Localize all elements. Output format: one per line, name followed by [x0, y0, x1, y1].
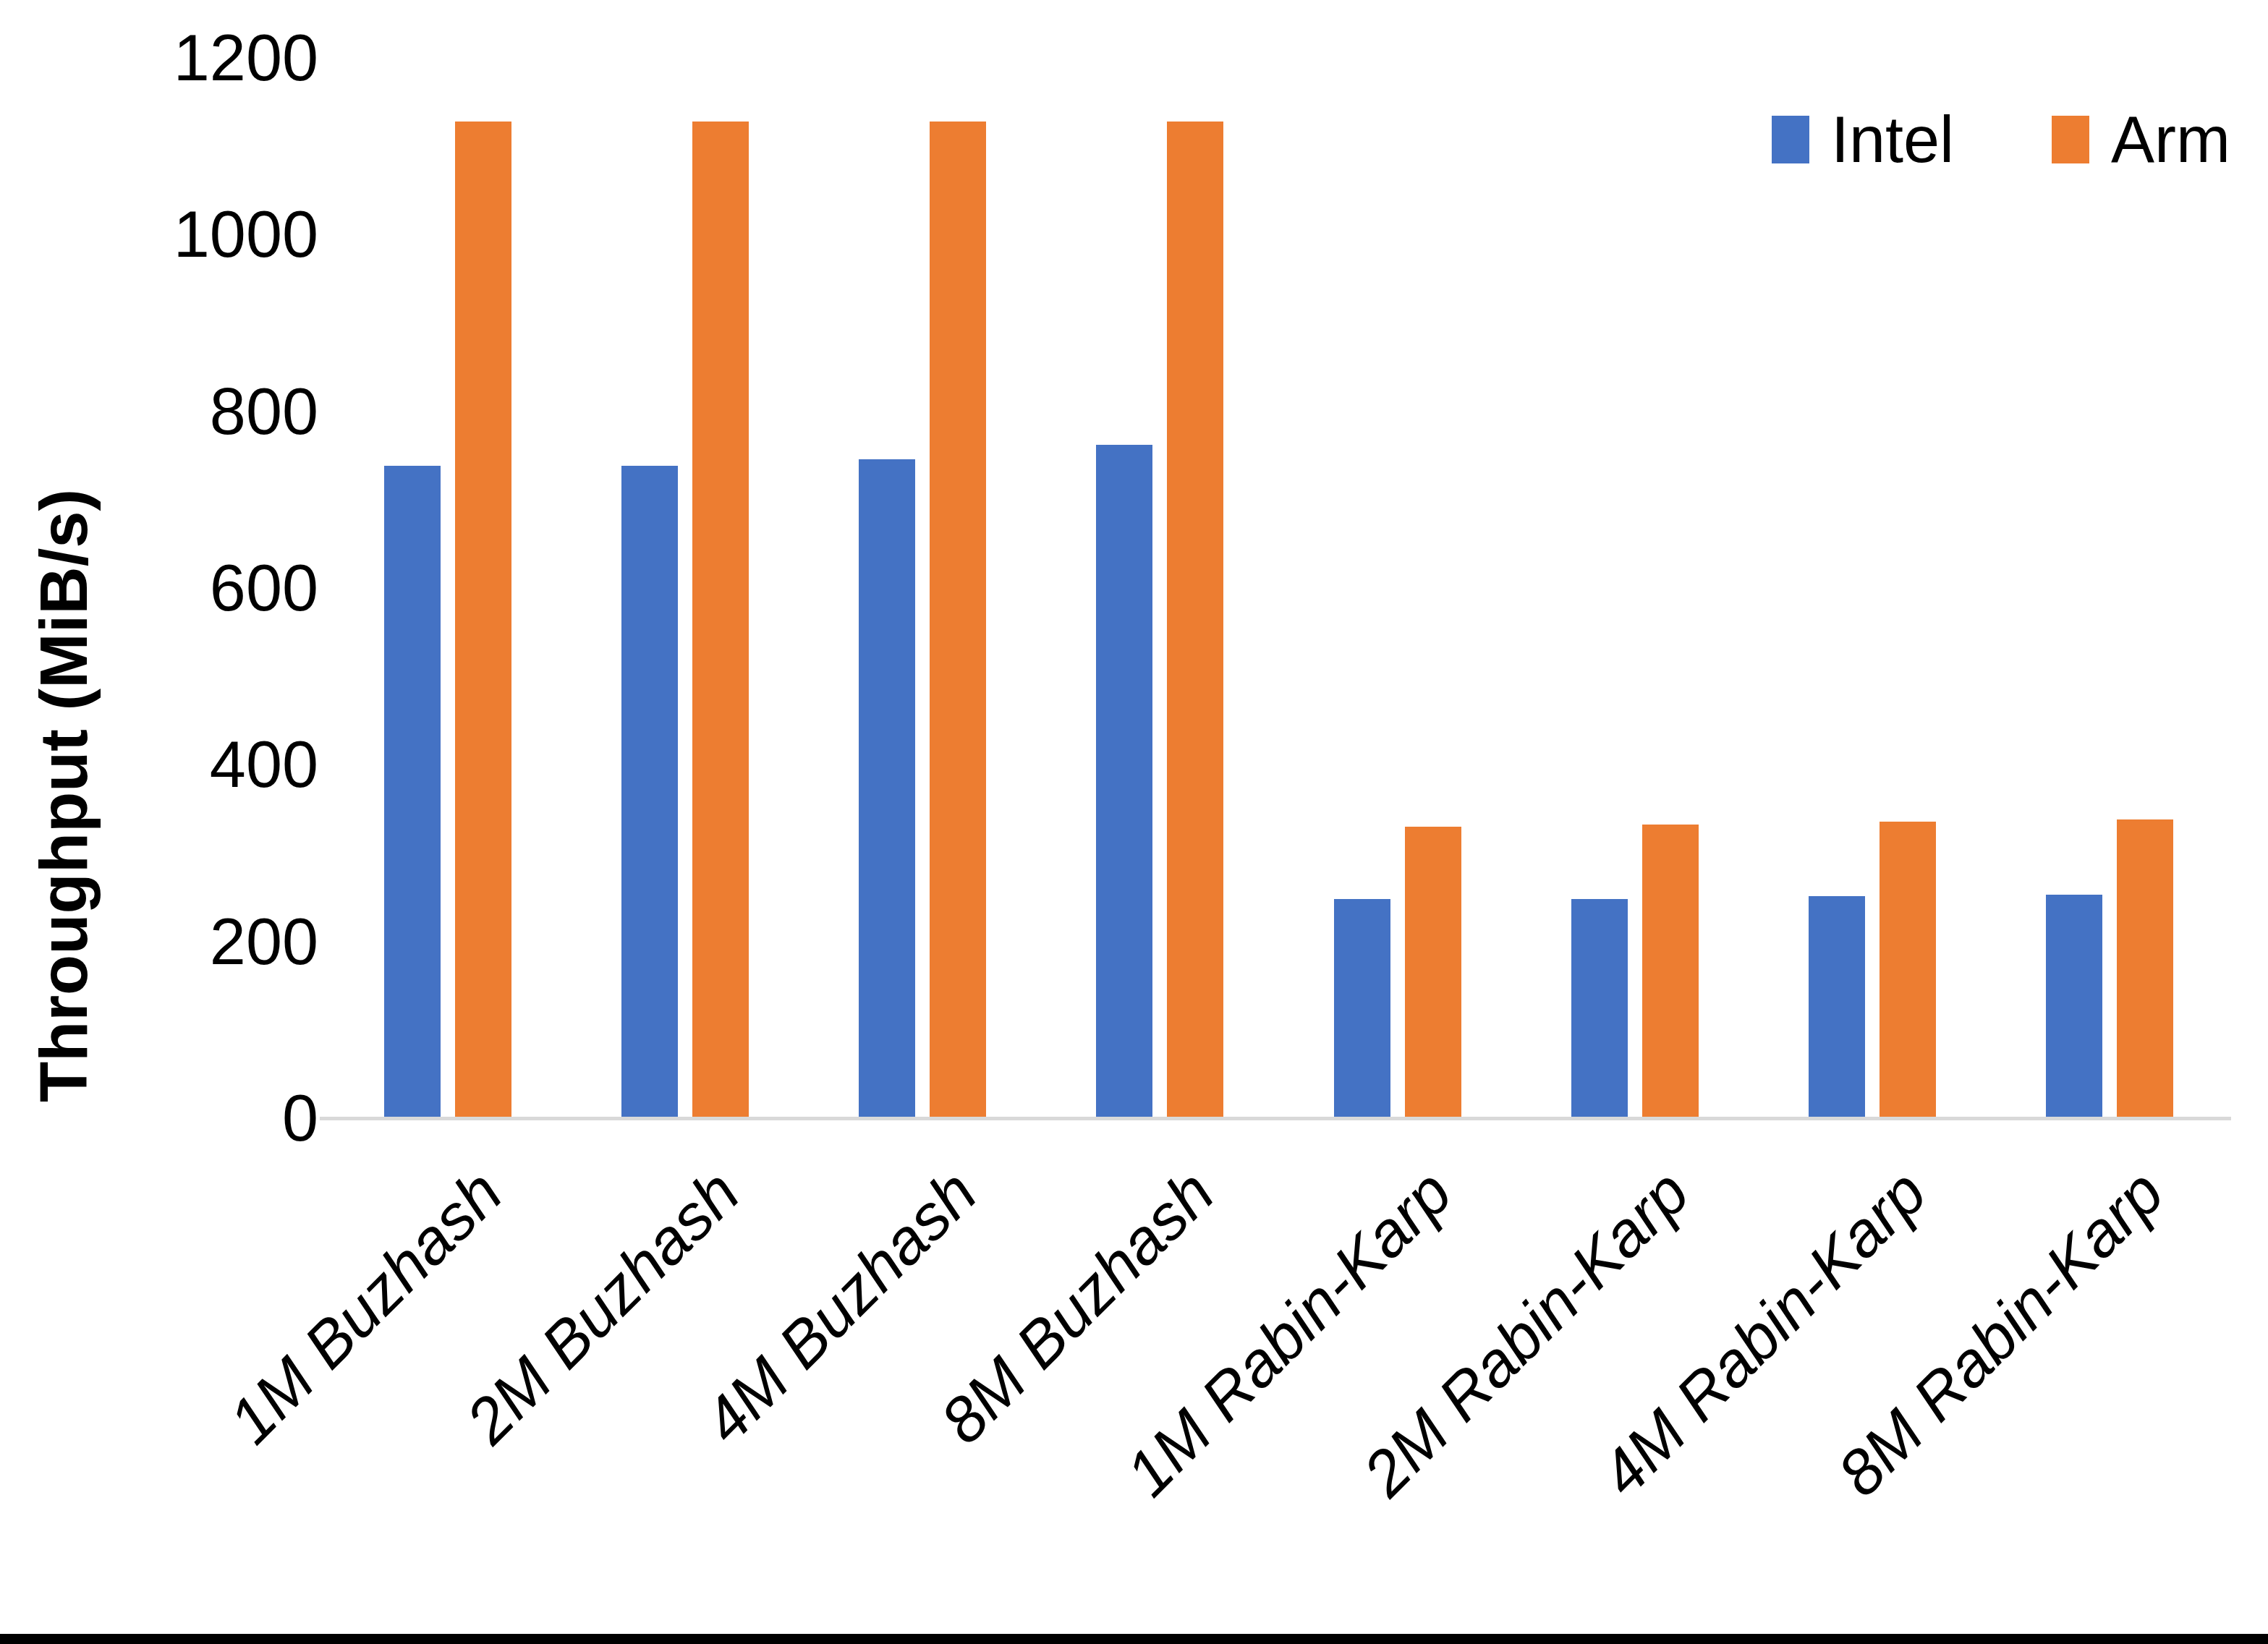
bar-arm [1167, 122, 1223, 1118]
bar-arm [692, 122, 749, 1118]
bar-intel [621, 466, 678, 1118]
bar-intel [384, 466, 441, 1118]
bar-intel [1809, 896, 1865, 1118]
bar-chart: Throughput (MiB/s) 020040060080010001200… [0, 0, 2268, 1644]
legend: Intel Arm [1772, 107, 2230, 172]
legend-item-arm: Arm [2052, 107, 2230, 172]
plot-area [329, 58, 2228, 1118]
bar-arm [2117, 819, 2173, 1118]
legend-label: Intel [1831, 107, 1954, 172]
y-tick-label: 1000 [87, 202, 318, 267]
bar-arm [1405, 827, 1461, 1118]
legend-marker-icon [2052, 116, 2089, 163]
bar-arm [930, 122, 986, 1118]
bar-intel [2046, 895, 2102, 1118]
bar-intel [859, 459, 915, 1118]
legend-item-intel: Intel [1772, 107, 1954, 172]
y-tick-label: 800 [87, 379, 318, 444]
y-tick-label: 200 [87, 909, 318, 974]
bar-arm [1642, 825, 1699, 1118]
bar-intel [1096, 445, 1152, 1118]
x-axis-line [320, 1117, 2231, 1120]
bar-arm [1880, 822, 1936, 1118]
legend-marker-icon [1772, 116, 1809, 163]
y-tick-label: 1200 [87, 25, 318, 90]
y-tick-label: 600 [87, 555, 318, 621]
legend-label: Arm [2111, 107, 2230, 172]
y-tick-label: 400 [87, 732, 318, 797]
y-tick-label: 0 [87, 1086, 318, 1151]
bar-intel [1334, 899, 1390, 1118]
page-bottom-border [0, 1634, 2268, 1644]
bar-arm [455, 122, 511, 1118]
chart-page: Throughput (MiB/s) 020040060080010001200… [0, 0, 2268, 1644]
bar-intel [1571, 899, 1628, 1118]
